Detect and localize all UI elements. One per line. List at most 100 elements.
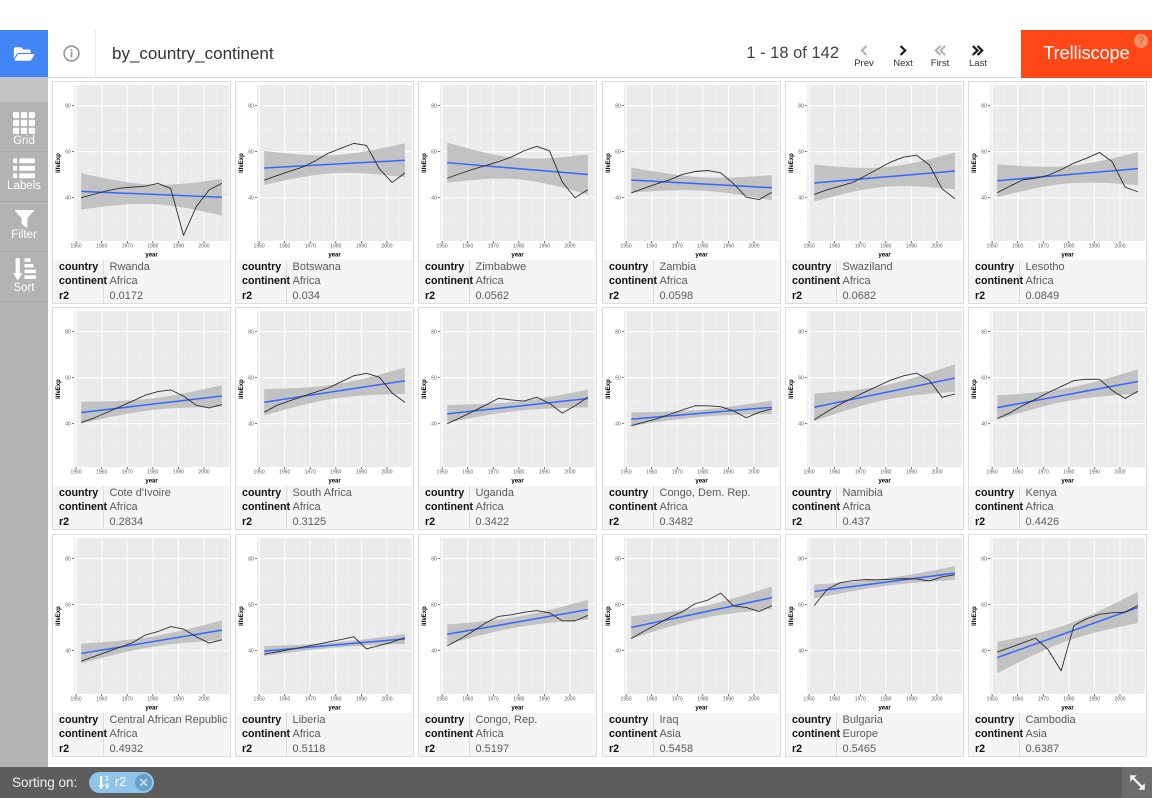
svg-text:1980: 1980 bbox=[697, 697, 708, 703]
svg-text:1960: 1960 bbox=[829, 244, 840, 250]
svg-text:1960: 1960 bbox=[96, 244, 107, 250]
svg-text:1960: 1960 bbox=[279, 697, 290, 703]
svg-text:1970: 1970 bbox=[672, 470, 683, 476]
svg-text:80: 80 bbox=[431, 557, 437, 563]
svg-text:60: 60 bbox=[798, 603, 804, 609]
svg-text:1970: 1970 bbox=[855, 244, 866, 250]
svg-text:lifeExp: lifeExp bbox=[239, 153, 245, 173]
svg-text:60: 60 bbox=[431, 150, 437, 156]
svg-text:1950: 1950 bbox=[254, 697, 265, 703]
svg-text:80: 80 bbox=[248, 104, 254, 110]
svg-text:lifeExp: lifeExp bbox=[56, 379, 62, 399]
svg-text:year: year bbox=[145, 252, 158, 258]
svg-text:1980: 1980 bbox=[880, 470, 891, 476]
svg-text:1990: 1990 bbox=[1089, 470, 1100, 476]
svg-text:40: 40 bbox=[615, 196, 621, 202]
svg-text:year: year bbox=[695, 252, 708, 258]
svg-text:1970: 1970 bbox=[122, 244, 133, 250]
svg-text:1980: 1980 bbox=[1063, 697, 1074, 703]
svg-text:60: 60 bbox=[65, 150, 71, 156]
svg-text:1960: 1960 bbox=[646, 244, 657, 250]
svg-text:1980: 1980 bbox=[330, 470, 341, 476]
svg-text:1970: 1970 bbox=[855, 470, 866, 476]
svg-text:lifeExp: lifeExp bbox=[56, 606, 62, 626]
svg-text:80: 80 bbox=[431, 104, 437, 110]
svg-text:year: year bbox=[328, 705, 341, 711]
svg-text:1950: 1950 bbox=[437, 470, 448, 476]
svg-text:year: year bbox=[511, 705, 524, 711]
svg-text:60: 60 bbox=[248, 376, 254, 382]
svg-text:lifeExp: lifeExp bbox=[606, 606, 612, 626]
svg-text:2000: 2000 bbox=[748, 470, 759, 476]
svg-text:60: 60 bbox=[981, 603, 987, 609]
svg-text:80: 80 bbox=[798, 104, 804, 110]
svg-text:1950: 1950 bbox=[254, 244, 265, 250]
svg-text:1960: 1960 bbox=[646, 697, 657, 703]
svg-text:year: year bbox=[878, 478, 891, 484]
svg-text:1980: 1980 bbox=[513, 697, 524, 703]
svg-text:year: year bbox=[145, 705, 158, 711]
svg-text:2000: 2000 bbox=[564, 244, 575, 250]
svg-text:80: 80 bbox=[65, 104, 71, 110]
svg-text:2000: 2000 bbox=[381, 697, 392, 703]
svg-text:60: 60 bbox=[248, 603, 254, 609]
svg-text:1960: 1960 bbox=[462, 697, 473, 703]
svg-text:lifeExp: lifeExp bbox=[239, 606, 245, 626]
svg-text:1950: 1950 bbox=[621, 470, 632, 476]
svg-text:1970: 1970 bbox=[488, 470, 499, 476]
svg-text:lifeExp: lifeExp bbox=[422, 606, 428, 626]
svg-text:2000: 2000 bbox=[381, 470, 392, 476]
svg-text:2000: 2000 bbox=[198, 244, 209, 250]
svg-text:1970: 1970 bbox=[672, 697, 683, 703]
svg-text:1960: 1960 bbox=[279, 470, 290, 476]
svg-text:80: 80 bbox=[248, 330, 254, 336]
svg-text:1950: 1950 bbox=[437, 244, 448, 250]
svg-text:40: 40 bbox=[981, 196, 987, 202]
svg-text:1970: 1970 bbox=[855, 697, 866, 703]
svg-text:year: year bbox=[1061, 705, 1074, 711]
svg-text:1960: 1960 bbox=[96, 697, 107, 703]
svg-text:1960: 1960 bbox=[1012, 697, 1023, 703]
svg-text:1960: 1960 bbox=[1012, 470, 1023, 476]
svg-text:2000: 2000 bbox=[748, 244, 759, 250]
svg-text:60: 60 bbox=[615, 603, 621, 609]
svg-text:40: 40 bbox=[798, 422, 804, 428]
svg-text:1960: 1960 bbox=[1012, 244, 1023, 250]
svg-text:year: year bbox=[878, 252, 891, 258]
svg-text:1990: 1990 bbox=[356, 244, 367, 250]
svg-text:2000: 2000 bbox=[198, 470, 209, 476]
svg-text:1980: 1980 bbox=[1063, 470, 1074, 476]
svg-text:2000: 2000 bbox=[1114, 470, 1125, 476]
svg-text:40: 40 bbox=[431, 422, 437, 428]
svg-text:1950: 1950 bbox=[987, 470, 998, 476]
svg-text:40: 40 bbox=[798, 649, 804, 655]
svg-text:80: 80 bbox=[615, 557, 621, 563]
svg-text:60: 60 bbox=[798, 376, 804, 382]
svg-text:1990: 1990 bbox=[539, 697, 550, 703]
svg-text:year: year bbox=[328, 478, 341, 484]
svg-text:year: year bbox=[511, 478, 524, 484]
svg-text:1950: 1950 bbox=[621, 697, 632, 703]
svg-text:80: 80 bbox=[981, 330, 987, 336]
svg-text:1960: 1960 bbox=[462, 244, 473, 250]
svg-text:60: 60 bbox=[615, 150, 621, 156]
svg-text:2000: 2000 bbox=[564, 470, 575, 476]
svg-text:80: 80 bbox=[248, 557, 254, 563]
svg-text:80: 80 bbox=[798, 557, 804, 563]
svg-text:40: 40 bbox=[248, 649, 254, 655]
svg-text:year: year bbox=[145, 478, 158, 484]
svg-text:lifeExp: lifeExp bbox=[972, 153, 978, 173]
svg-text:1970: 1970 bbox=[488, 244, 499, 250]
svg-text:2000: 2000 bbox=[1114, 697, 1125, 703]
svg-text:60: 60 bbox=[981, 376, 987, 382]
svg-text:60: 60 bbox=[431, 376, 437, 382]
svg-text:year: year bbox=[1061, 478, 1074, 484]
svg-text:40: 40 bbox=[248, 422, 254, 428]
svg-text:40: 40 bbox=[615, 422, 621, 428]
svg-text:1990: 1990 bbox=[356, 697, 367, 703]
svg-text:1970: 1970 bbox=[122, 470, 133, 476]
svg-text:1970: 1970 bbox=[305, 470, 316, 476]
svg-text:lifeExp: lifeExp bbox=[972, 379, 978, 399]
svg-text:lifeExp: lifeExp bbox=[789, 379, 795, 399]
svg-text:1980: 1980 bbox=[147, 244, 158, 250]
